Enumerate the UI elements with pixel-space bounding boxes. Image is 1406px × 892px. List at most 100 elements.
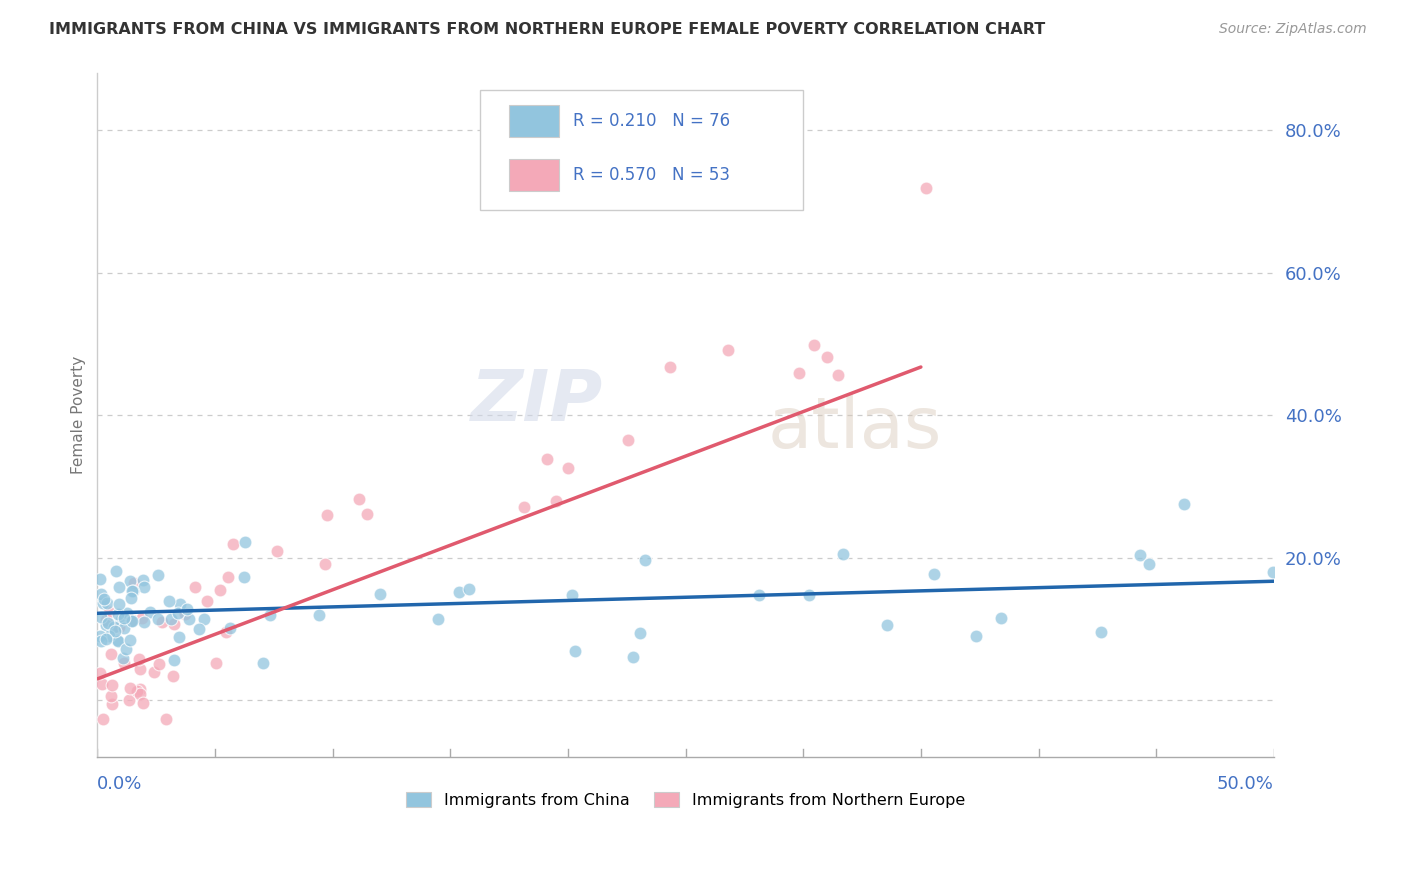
FancyBboxPatch shape	[479, 90, 803, 210]
Point	[368, 587, 391, 601]
Point	[118, 632, 141, 647]
Point	[100, 647, 122, 661]
Point	[221, 537, 243, 551]
Point	[121, 584, 143, 599]
Point	[107, 634, 129, 648]
Point	[876, 618, 898, 632]
Point	[89, 628, 111, 642]
Point	[115, 641, 138, 656]
Point	[266, 543, 288, 558]
Point	[112, 621, 135, 635]
Point	[347, 491, 370, 506]
Point	[167, 606, 190, 620]
Point	[188, 622, 211, 636]
Point	[94, 613, 117, 627]
Point	[93, 591, 115, 606]
Point	[617, 434, 640, 448]
Point	[120, 591, 142, 606]
Point	[110, 613, 132, 627]
Point	[94, 632, 117, 646]
Point	[132, 615, 155, 630]
Point	[112, 656, 135, 670]
Point	[118, 574, 141, 588]
Point	[316, 508, 339, 523]
Point	[815, 350, 838, 364]
Point	[112, 611, 135, 625]
Point	[90, 634, 112, 648]
Point	[1090, 625, 1112, 640]
Point	[91, 596, 114, 610]
Point	[965, 629, 987, 643]
Point	[143, 665, 166, 679]
Bar	[509, 105, 558, 136]
Point	[105, 633, 128, 648]
Point	[173, 607, 195, 621]
Point	[659, 360, 682, 375]
Point	[831, 547, 853, 561]
Point	[176, 602, 198, 616]
Point	[146, 612, 169, 626]
Point	[100, 677, 122, 691]
Point	[103, 620, 125, 634]
Point	[628, 626, 651, 640]
Point	[252, 656, 274, 670]
Point	[90, 677, 112, 691]
Point	[129, 681, 152, 696]
Point	[827, 368, 849, 382]
Point	[922, 567, 945, 582]
Point	[108, 597, 131, 611]
Point	[132, 696, 155, 710]
Point	[209, 582, 232, 597]
Point	[561, 588, 583, 602]
Point	[215, 624, 238, 639]
Point	[427, 612, 450, 626]
Point	[163, 617, 186, 632]
Point	[205, 656, 228, 670]
Point	[717, 343, 740, 357]
Point	[308, 607, 330, 622]
Point	[146, 568, 169, 582]
Point	[799, 588, 821, 602]
Point	[233, 535, 256, 549]
Legend: Immigrants from China, Immigrants from Northern Europe: Immigrants from China, Immigrants from N…	[399, 786, 972, 814]
Point	[90, 610, 112, 624]
Point	[990, 610, 1012, 624]
Point	[314, 557, 336, 571]
Point	[748, 588, 770, 602]
Point	[89, 666, 111, 681]
Point	[157, 594, 180, 608]
Point	[195, 594, 218, 608]
Text: R = 0.210   N = 76: R = 0.210 N = 76	[572, 112, 730, 130]
Point	[97, 616, 120, 631]
Point	[128, 652, 150, 666]
Point	[131, 610, 153, 624]
Text: R = 0.570   N = 53: R = 0.570 N = 53	[572, 166, 730, 184]
Point	[803, 338, 825, 352]
Point	[91, 712, 114, 726]
Point	[96, 595, 118, 609]
Point	[621, 649, 644, 664]
Point	[122, 576, 145, 591]
Point	[104, 624, 127, 638]
Point	[169, 597, 191, 611]
Point	[184, 580, 207, 594]
Point	[118, 692, 141, 706]
Point	[232, 570, 254, 584]
Point	[1137, 557, 1160, 571]
Point	[118, 681, 141, 695]
Point	[90, 587, 112, 601]
Point	[458, 582, 481, 597]
Point	[177, 612, 200, 626]
Point	[111, 651, 134, 665]
Text: IMMIGRANTS FROM CHINA VS IMMIGRANTS FROM NORTHERN EUROPE FEMALE POVERTY CORRELAT: IMMIGRANTS FROM CHINA VS IMMIGRANTS FROM…	[49, 22, 1046, 37]
Y-axis label: Female Poverty: Female Poverty	[72, 356, 86, 475]
Point	[536, 452, 558, 467]
Point	[217, 569, 239, 583]
Point	[356, 507, 378, 521]
Point	[121, 614, 143, 628]
Text: 0.0%: 0.0%	[97, 775, 143, 793]
Point	[914, 181, 936, 195]
Point	[121, 613, 143, 627]
Bar	[509, 159, 558, 191]
Point	[117, 606, 139, 620]
